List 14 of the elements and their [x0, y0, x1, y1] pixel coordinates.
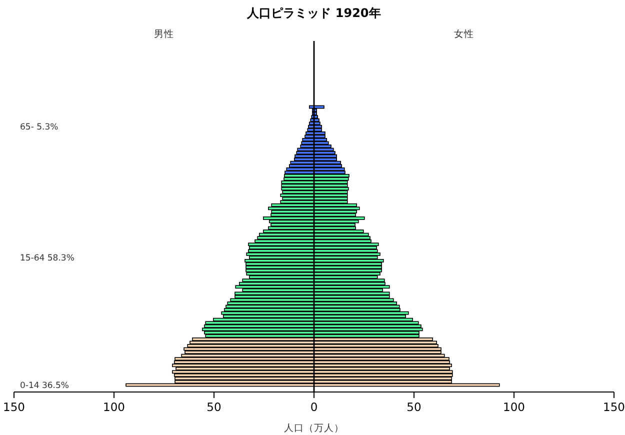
- x-tick-label: 100: [103, 400, 125, 414]
- y-tick-label: 15-64 58.3%: [20, 253, 74, 264]
- text: 女性: [454, 28, 474, 40]
- x-tick-label: 50: [406, 400, 422, 414]
- x-tick-label: 50: [206, 400, 222, 414]
- y-tick-label: 65- 5.3%: [20, 122, 58, 133]
- chart-title: 人口ピラミッド 1920年: [246, 6, 381, 20]
- x-tick-label: 0: [310, 400, 318, 414]
- x-tick-label: 100: [503, 400, 525, 414]
- x-tick-label: 150: [3, 400, 25, 414]
- y-tick-label: 0-14 36.5%: [20, 381, 69, 391]
- text: 男性: [154, 28, 174, 40]
- x-axis-title: 人口（万人）: [284, 423, 344, 434]
- x-tick-label: 150: [603, 400, 625, 414]
